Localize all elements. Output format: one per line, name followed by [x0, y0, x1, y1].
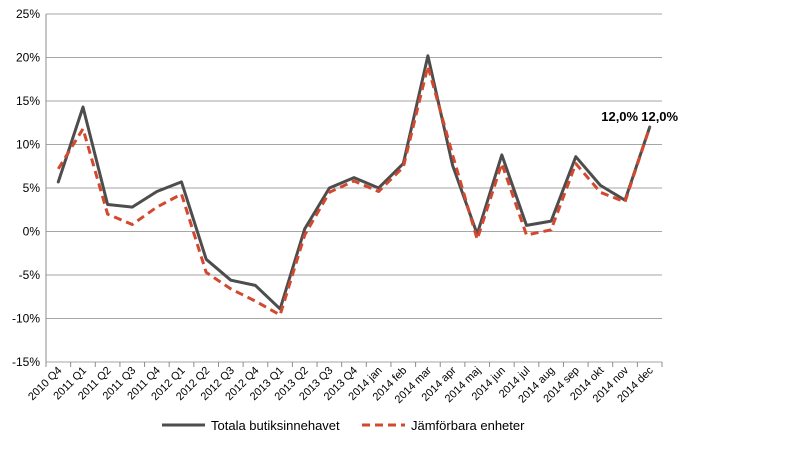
series-lines [56, 54, 652, 317]
y-tick-label: 25% [16, 7, 40, 21]
y-tick-label: -15% [12, 355, 40, 369]
gridlines [46, 13, 662, 363]
legend-label-totala: Totala butiksinnehavet [211, 418, 340, 433]
y-tick-label: 15% [16, 94, 40, 108]
y-tick-label: -5% [19, 268, 41, 282]
series-line-0 [56, 54, 652, 311]
y-axis: -15% -10% -5% 0% 5% 10% 15% 20% 25% [12, 7, 47, 369]
data-labels: 12,0% 12,0% [601, 109, 678, 124]
y-tick-label: 20% [16, 51, 40, 65]
y-tick-label: 0% [23, 225, 41, 239]
data-label: 12,0% [641, 109, 678, 124]
y-tick-label: 5% [23, 181, 41, 195]
data-label: 12,0% [601, 109, 638, 124]
series-line-1 [57, 64, 652, 317]
legend-label-jamforbara: Jämförbara enheter [411, 418, 525, 433]
y-tick-label: -10% [12, 312, 40, 326]
legend: Totala butiksinnehavet Jämförbara enhete… [162, 418, 525, 433]
y-tick-label: 10% [16, 138, 40, 152]
